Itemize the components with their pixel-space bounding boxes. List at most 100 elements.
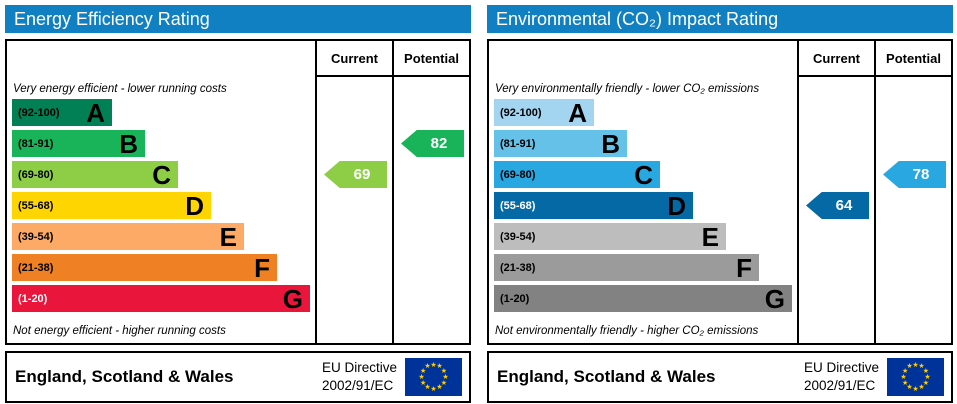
eu-flag-star: ★ bbox=[436, 383, 443, 391]
band-range-label: (1-20) bbox=[500, 292, 530, 305]
eu-flag-icon: ★ ★ ★ ★ ★ ★ ★ ★ ★ ★ ★ ★ bbox=[887, 358, 944, 396]
band-range-label: (39-54) bbox=[18, 230, 54, 243]
band-range-label: (81-91) bbox=[500, 137, 536, 150]
eu-flag-star: ★ bbox=[430, 385, 437, 393]
rating-band-e: (39-54) E bbox=[494, 223, 726, 250]
band-letter: E bbox=[701, 221, 719, 252]
eu-flag-star: ★ bbox=[430, 361, 437, 369]
rating-band-e: (39-54) E bbox=[12, 223, 244, 250]
band-range-label: (92-100) bbox=[18, 106, 60, 119]
eu-flag-star: ★ bbox=[440, 379, 448, 387]
rating-band-a: (92-100) A bbox=[494, 99, 594, 126]
potential-rating-arrow: 78 bbox=[883, 161, 946, 188]
top-note: Very energy efficient - lower running co… bbox=[13, 83, 227, 95]
eu-flag-star: ★ bbox=[419, 379, 427, 387]
eu-flag-star: ★ bbox=[424, 363, 431, 371]
band-range-label: (92-100) bbox=[500, 106, 542, 119]
eu-flag-icon: ★ ★ ★ ★ ★ ★ ★ ★ ★ ★ ★ ★ bbox=[405, 358, 462, 396]
band-range-label: (69-80) bbox=[18, 168, 54, 181]
band-letter: G bbox=[282, 283, 303, 314]
band-letter: G bbox=[764, 283, 785, 314]
chart-footer: England, Scotland & Wales EU Directive 2… bbox=[487, 351, 953, 403]
band-range-label: (1-20) bbox=[18, 292, 48, 305]
eu-flag-star: ★ bbox=[918, 363, 925, 371]
potential-column-header: Potential bbox=[394, 41, 469, 77]
band-letter: B bbox=[119, 128, 138, 159]
eu-flag-star: ★ bbox=[440, 367, 448, 375]
rating-band-g: (1-20) G bbox=[12, 285, 310, 312]
rating-band-d: (55-68) D bbox=[12, 192, 211, 219]
band-range-label: (39-54) bbox=[500, 230, 536, 243]
eu-flag-star: ★ bbox=[419, 367, 427, 375]
current-column-header: Current bbox=[799, 41, 874, 77]
eu-flag-star: ★ bbox=[436, 363, 443, 371]
rating-scale-column: Very environmentally friendly - lower CO… bbox=[489, 41, 797, 343]
rating-band-d: (55-68) D bbox=[494, 192, 693, 219]
rating-band-b: (81-91) B bbox=[12, 130, 145, 157]
band-letter: C bbox=[634, 159, 653, 190]
band-letter: F bbox=[736, 252, 752, 283]
energy-efficiency-panel: Energy Efficiency Rating Very energy eff… bbox=[5, 5, 471, 403]
rating-band-g: (1-20) G bbox=[494, 285, 792, 312]
rating-band-f: (21-38) F bbox=[12, 254, 277, 281]
energy-rating-chart: Very energy efficient - lower running co… bbox=[5, 39, 471, 345]
band-range-label: (69-80) bbox=[500, 168, 536, 181]
eu-directive-line1: EU Directive bbox=[803, 360, 879, 376]
rating-bands: (92-100) A (81-91) B (69-80) C (55-68) D (39-54)… bbox=[489, 99, 797, 316]
band-letter: A bbox=[86, 97, 105, 128]
eu-flag-star: ★ bbox=[912, 361, 919, 369]
eu-flag-star: ★ bbox=[912, 385, 919, 393]
eu-directive-label: EU Directive 2002/91/EC bbox=[322, 359, 397, 394]
band-letter: D bbox=[185, 190, 204, 221]
eu-directive-line2: 2002/91/EC bbox=[803, 378, 876, 393]
panel-title: Energy Efficiency Rating bbox=[5, 5, 471, 33]
environmental-impact-panel: Environmental (CO₂) Impact Rating Very e… bbox=[487, 5, 953, 403]
band-range-label: (81-91) bbox=[18, 137, 54, 150]
band-range-label: (21-38) bbox=[500, 261, 536, 274]
eu-flag-star: ★ bbox=[906, 363, 913, 371]
current-column-header: Current bbox=[317, 41, 392, 77]
rating-bands: (92-100) A (81-91) B (69-80) C (55-68) D (39-54)… bbox=[7, 99, 315, 316]
eu-directive-line1: EU Directive bbox=[321, 360, 397, 376]
band-letter: A bbox=[568, 97, 587, 128]
eu-flag-star: ★ bbox=[901, 367, 909, 375]
current-rating-arrow: 64 bbox=[806, 192, 869, 219]
eu-flag-star: ★ bbox=[424, 383, 431, 391]
band-letter: E bbox=[219, 221, 237, 252]
rating-band-a: (92-100) A bbox=[12, 99, 112, 126]
eu-flag-star: ★ bbox=[906, 383, 913, 391]
potential-column: Potential 78 bbox=[874, 41, 951, 343]
eu-flag-star: ★ bbox=[900, 373, 907, 381]
band-letter: C bbox=[152, 159, 171, 190]
potential-column: Potential 82 bbox=[392, 41, 469, 343]
eu-flag-star: ★ bbox=[924, 373, 931, 381]
eu-directive-label: EU Directive 2002/91/EC bbox=[804, 359, 879, 394]
bottom-note: Not energy efficient - higher running co… bbox=[13, 325, 226, 337]
band-letter: B bbox=[601, 128, 620, 159]
eu-flag-star: ★ bbox=[922, 379, 930, 387]
band-range-label: (21-38) bbox=[18, 261, 54, 274]
rating-band-c: (69-80) C bbox=[12, 161, 178, 188]
potential-column-header: Potential bbox=[876, 41, 951, 77]
current-column: Current 64 bbox=[797, 41, 874, 343]
co2-rating-chart: Very environmentally friendly - lower CO… bbox=[487, 39, 953, 345]
current-column: Current 69 bbox=[315, 41, 392, 343]
panel-title: Environmental (CO₂) Impact Rating bbox=[487, 5, 953, 33]
eu-directive-line2: 2002/91/EC bbox=[321, 378, 394, 393]
eu-flag-star: ★ bbox=[918, 383, 925, 391]
potential-rating-arrow: 82 bbox=[401, 130, 464, 157]
top-note: Very environmentally friendly - lower CO… bbox=[495, 83, 760, 95]
band-range-label: (55-68) bbox=[500, 199, 536, 212]
band-letter: D bbox=[667, 190, 686, 221]
current-rating-arrow: 69 bbox=[324, 161, 387, 188]
band-range-label: (55-68) bbox=[18, 199, 54, 212]
rating-scale-column: Very energy efficient - lower running co… bbox=[7, 41, 315, 343]
eu-flag-star: ★ bbox=[418, 373, 425, 381]
eu-flag-star: ★ bbox=[901, 379, 909, 387]
eu-flag-star: ★ bbox=[442, 373, 449, 381]
bottom-note: Not environmentally friendly - higher CO… bbox=[495, 325, 759, 337]
rating-band-c: (69-80) C bbox=[494, 161, 660, 188]
region-label: England, Scotland & Wales bbox=[497, 367, 716, 386]
eu-flag-star: ★ bbox=[922, 367, 930, 375]
